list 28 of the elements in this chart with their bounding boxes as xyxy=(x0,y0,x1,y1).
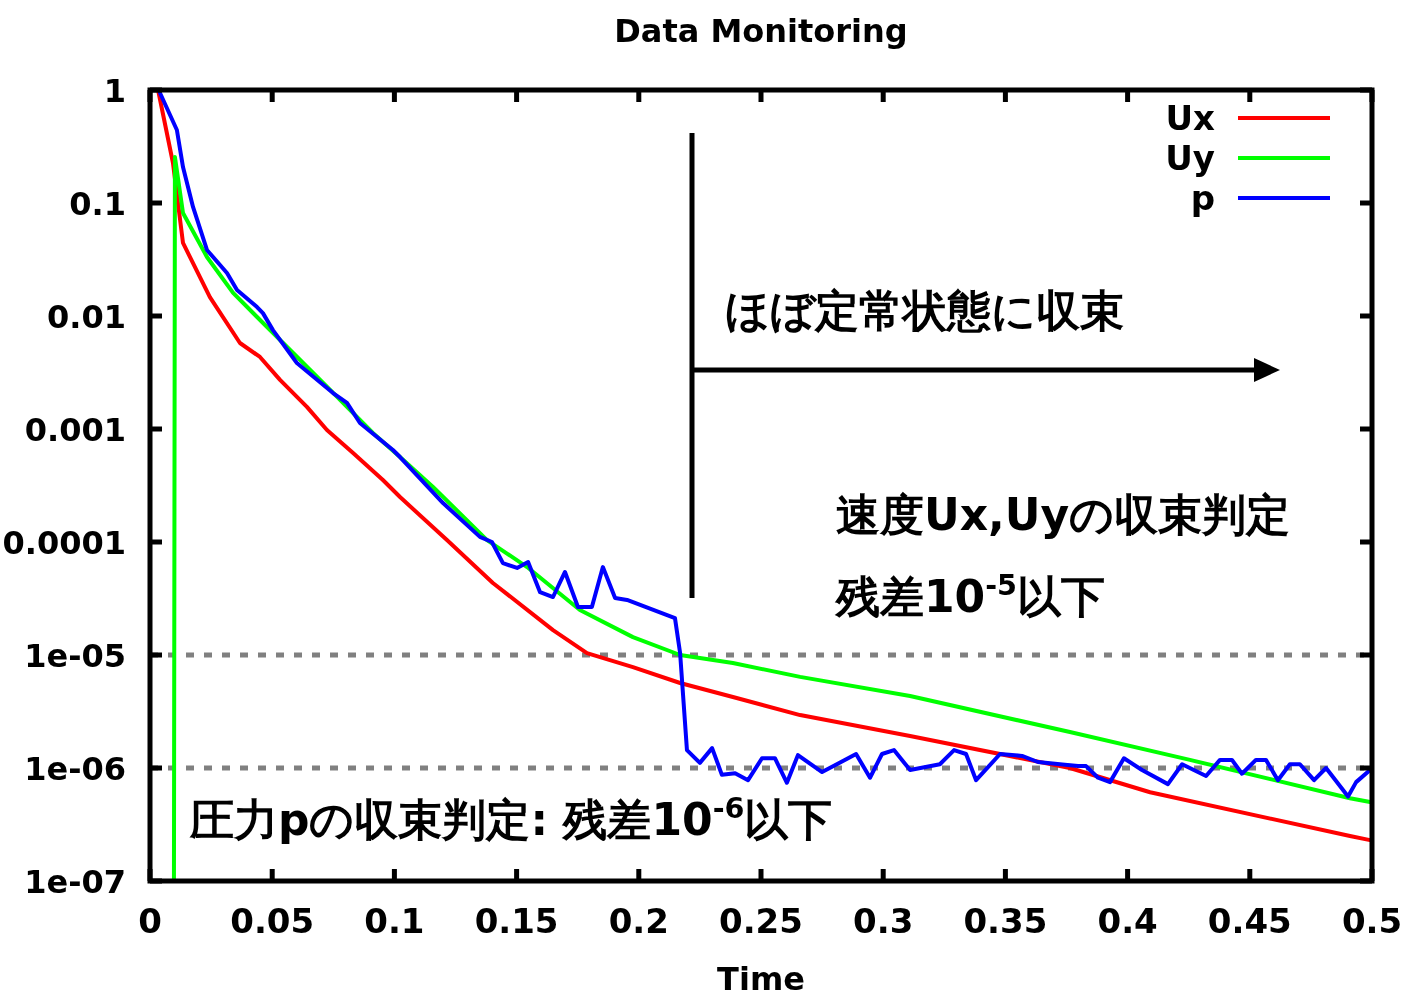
annotation: ほぼ定常状態に収束 xyxy=(725,285,1124,336)
x-tick-label: 0.5 xyxy=(1341,901,1403,941)
y-tick-label: 1e-05 xyxy=(24,637,126,675)
x-tick-label: 0.3 xyxy=(853,901,914,941)
y-tick-label: 0.01 xyxy=(47,298,126,336)
legend-label: p xyxy=(1190,178,1215,218)
x-tick-label: 0.25 xyxy=(719,901,803,941)
y-tick-label: 0.0001 xyxy=(2,524,126,562)
x-tick-label: 0.2 xyxy=(608,901,669,941)
x-tick-label: 0.4 xyxy=(1097,901,1158,941)
x-tick-label: 0.15 xyxy=(474,901,559,941)
annotation: 残差10$^{-5}$以下 xyxy=(834,568,1105,622)
x-tick-label: 0.05 xyxy=(230,901,315,941)
x-axis-title: Time xyxy=(717,960,805,995)
y-tick-label: 0.1 xyxy=(69,185,126,223)
x-tick-label: 0.45 xyxy=(1207,901,1292,941)
legend-label: Ux xyxy=(1165,98,1216,138)
chart-title: Data Monitoring xyxy=(614,12,908,50)
y-tick-label: 1e-07 xyxy=(24,863,126,901)
annotation: 圧力pの収束判定: 残差10$^{-6}$以下 xyxy=(189,791,833,845)
y-tick-label: 1 xyxy=(103,72,126,110)
legend-label: Uy xyxy=(1165,138,1215,178)
x-tick-label: 0 xyxy=(138,901,162,941)
x-tick-label: 0.1 xyxy=(364,901,425,941)
x-tick-label: 0.35 xyxy=(963,901,1048,941)
annotation: 速度Ux,Uyの収束判定 xyxy=(836,489,1291,540)
y-tick-label: 0.001 xyxy=(24,411,126,449)
y-tick-label: 1e-06 xyxy=(24,750,126,788)
